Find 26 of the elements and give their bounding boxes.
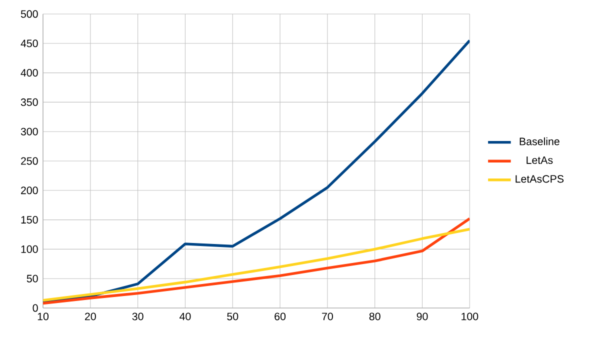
x-tick-label: 90 — [416, 312, 428, 320]
y-tick-label: 50 — [26, 274, 38, 282]
x-tick-label: 80 — [369, 312, 380, 320]
y-tick-label: 250 — [21, 157, 38, 165]
legend-label: LetAsCPS — [516, 175, 564, 183]
y-tick-label: 100 — [21, 245, 38, 253]
line-series — [43, 39, 470, 304]
legend-label: LetAs — [526, 156, 553, 164]
y-tick-label: 350 — [20, 98, 38, 106]
y-tick-label: 450 — [20, 40, 38, 48]
x-tick-label: 30 — [132, 312, 144, 320]
y-tick-label: 200 — [21, 186, 38, 194]
x-tick-label: 100 — [462, 312, 478, 320]
y-tick-label: 300 — [20, 128, 38, 136]
y-tick-label: 150 — [21, 216, 38, 224]
x-tick-label: 70 — [322, 312, 333, 320]
x-tick-label: 20 — [85, 312, 96, 320]
y-tick-label: 500 — [20, 10, 38, 18]
line-series — [43, 217, 470, 305]
x-tick-label: 40 — [180, 312, 191, 320]
y-tick-label: 0 — [32, 304, 38, 312]
x-tick-label: 60 — [274, 312, 286, 320]
x-tick-label: 50 — [227, 312, 238, 320]
legend-label: Baseline — [520, 137, 560, 146]
x-tick-label: 10 — [38, 312, 49, 320]
y-tick-label: 400 — [20, 69, 38, 77]
